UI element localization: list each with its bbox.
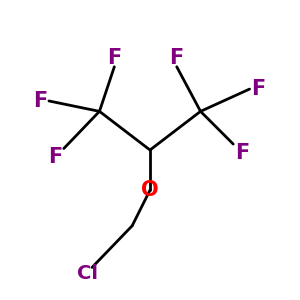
Text: F: F [169,48,184,68]
Text: F: F [33,91,47,111]
Text: F: F [235,142,249,163]
Text: Cl: Cl [77,264,98,284]
Text: F: F [107,48,122,68]
Text: O: O [141,180,159,200]
Text: F: F [251,79,265,99]
Text: F: F [48,147,62,167]
